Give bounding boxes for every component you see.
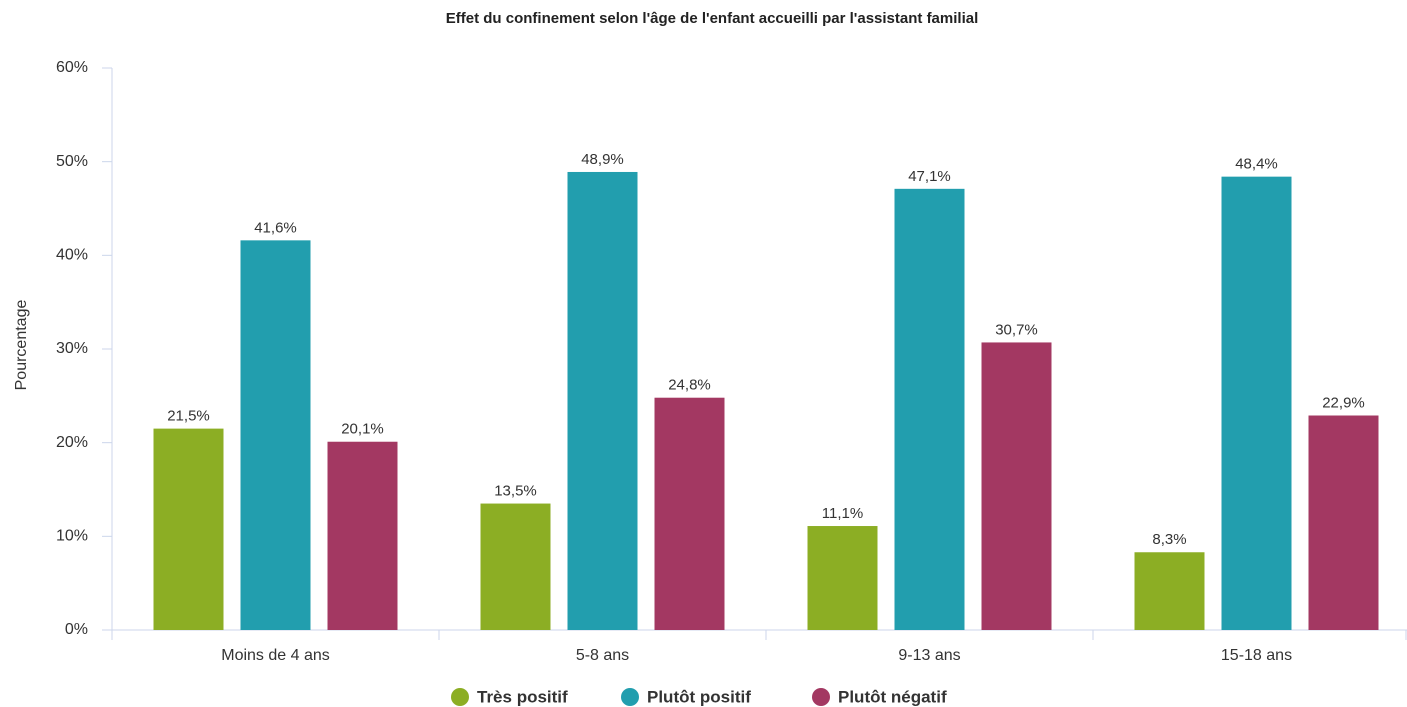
value-label: 21,5% — [167, 408, 210, 425]
y-tick-label: 30% — [56, 340, 88, 357]
legend-label: Plutôt positif — [647, 687, 751, 706]
y-tick-label: 20% — [56, 434, 88, 451]
bar — [327, 441, 398, 630]
legend-marker — [451, 688, 469, 706]
value-label: 48,9% — [581, 151, 624, 168]
bar — [240, 240, 311, 630]
bar — [1221, 176, 1292, 631]
value-label: 20,1% — [341, 421, 384, 438]
x-tick-label: 15-18 ans — [1221, 647, 1292, 664]
bar — [567, 171, 638, 630]
value-label: 13,5% — [494, 483, 537, 500]
legend-marker — [812, 688, 830, 706]
bar — [1308, 415, 1379, 630]
legend-label: Très positif — [477, 687, 568, 706]
value-label: 24,8% — [668, 377, 711, 394]
bar — [654, 397, 725, 630]
value-label: 22,9% — [1322, 394, 1365, 411]
legend-marker — [621, 688, 639, 706]
legend-label: Plutôt négatif — [838, 687, 947, 706]
bar — [807, 526, 878, 630]
value-label: 48,4% — [1235, 156, 1278, 173]
chart-title: Effet du confinement selon l'âge de l'en… — [446, 10, 979, 27]
x-tick-label: 9-13 ans — [898, 647, 960, 664]
y-tick-label: 50% — [56, 153, 88, 170]
value-label: 8,3% — [1152, 531, 1186, 548]
bar — [894, 188, 965, 630]
y-axis-label: Pourcentage — [13, 300, 30, 391]
value-label: 41,6% — [254, 219, 297, 236]
value-label: 47,1% — [908, 168, 951, 185]
value-label: 30,7% — [995, 321, 1038, 338]
x-tick-label: 5-8 ans — [576, 647, 629, 664]
bar — [1134, 552, 1205, 630]
bar — [981, 342, 1052, 630]
y-tick-label: 10% — [56, 528, 88, 545]
x-tick-label: Moins de 4 ans — [221, 647, 330, 664]
value-label: 11,1% — [822, 505, 863, 522]
y-tick-label: 60% — [56, 59, 88, 76]
y-tick-label: 40% — [56, 247, 88, 264]
bar — [480, 503, 551, 630]
bar — [153, 428, 224, 630]
y-tick-label: 0% — [65, 621, 88, 638]
